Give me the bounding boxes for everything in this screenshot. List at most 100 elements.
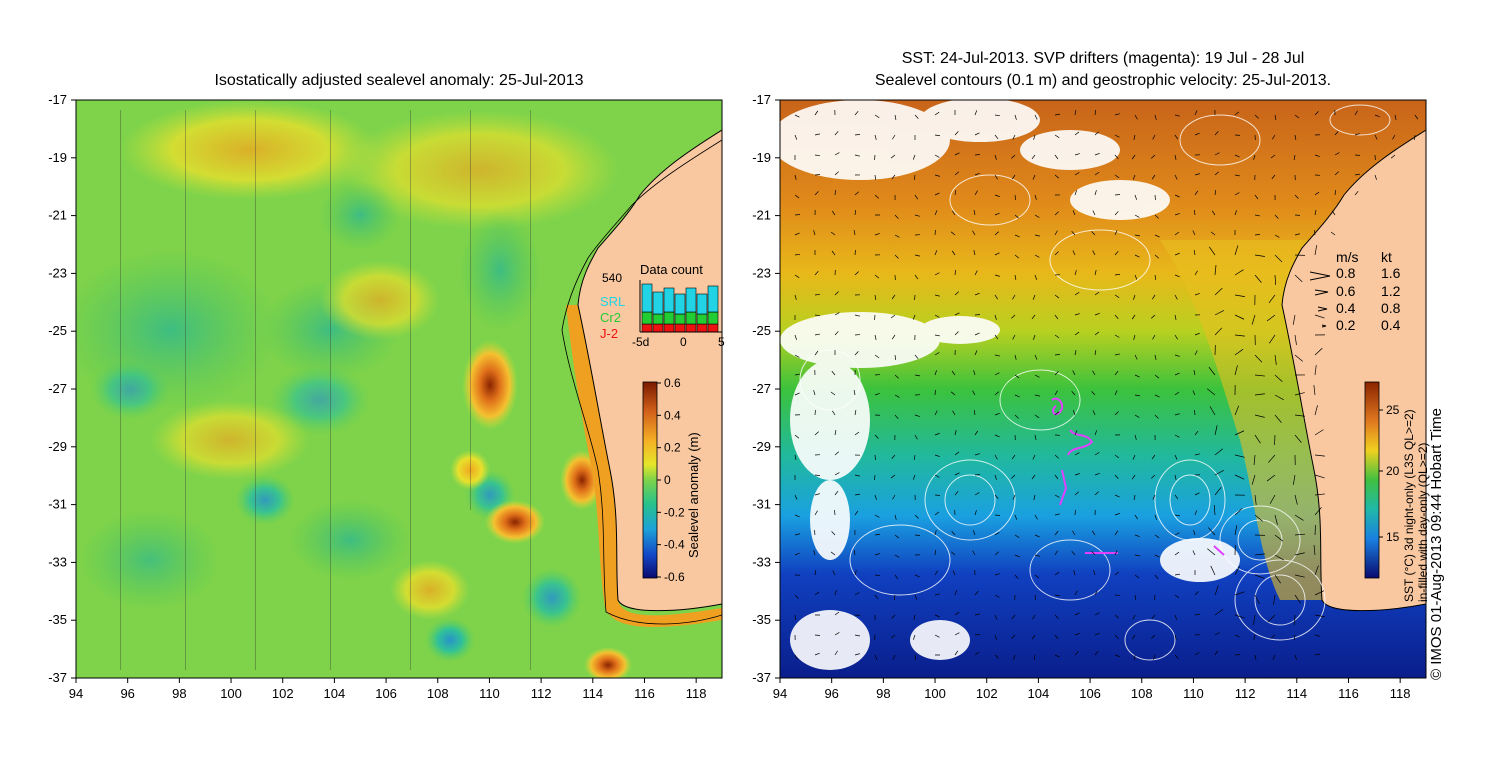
data-count-bar	[652, 323, 664, 333]
velocity-arrow	[1153, 654, 1156, 660]
velocity-arrow	[1294, 274, 1303, 283]
velocity-arrow	[854, 431, 860, 436]
velocity-arrow	[1194, 350, 1198, 356]
velocity-arrow	[1268, 294, 1276, 304]
velocity-arrow	[1194, 173, 1200, 176]
velocity-arrow	[1074, 430, 1078, 436]
velocity-arrow	[1011, 154, 1016, 159]
velocity-arrow	[1254, 214, 1260, 217]
velocity-arrow	[994, 334, 999, 340]
velocity-arrow	[1074, 331, 1080, 336]
velocity-arrow	[994, 114, 1000, 117]
velocity-arrow	[1254, 654, 1257, 660]
velocity-arrow	[1208, 366, 1216, 376]
velocity-arrow	[1074, 190, 1077, 196]
speed-arrow-0-8	[1309, 271, 1331, 281]
velocity-arrow	[1074, 131, 1080, 136]
data-count-inset: Data count 540 SRL Cr2 J-2 -5d 0 5	[600, 262, 725, 349]
velocity-arrow	[1174, 551, 1180, 556]
velocity-arrow	[952, 410, 956, 416]
velocity-arrow	[1054, 634, 1059, 640]
velocity-arrow	[1194, 132, 1200, 136]
speed-arrow-0-4	[1317, 306, 1328, 312]
velocity-arrow	[814, 634, 821, 636]
velocity-arrow	[814, 493, 820, 496]
velocity-arrow	[1134, 414, 1140, 418]
velocity-arrow	[1251, 314, 1256, 325]
velocity-arrow	[814, 591, 820, 596]
velocity-arrow	[974, 474, 981, 476]
velocity-arrow	[954, 131, 959, 136]
left-ytick-label: -23	[48, 265, 67, 280]
velocity-arrow	[1294, 654, 1297, 660]
velocity-arrow	[834, 590, 837, 596]
left-xtick-label: 110	[479, 686, 500, 701]
velocity-arrow	[974, 173, 980, 176]
velocity-arrow	[954, 171, 960, 176]
ssa-high-eddy	[462, 340, 518, 430]
velocity-arrow	[1092, 210, 1096, 216]
velocity-arrow	[1214, 287, 1223, 296]
velocity-arrow	[1014, 394, 1020, 398]
velocity-arrow	[1014, 414, 1019, 419]
velocity-arrow	[1194, 332, 1200, 336]
velocity-arrow	[934, 134, 940, 137]
velocity-arrow	[1133, 134, 1136, 140]
velocity-arrow	[1114, 294, 1120, 298]
velocity-arrow	[1314, 314, 1325, 319]
velocity-arrow	[794, 214, 801, 216]
velocity-arrow	[874, 553, 880, 556]
velocity-arrow	[1033, 494, 1036, 500]
velocity-arrow	[1114, 353, 1120, 356]
right-xtick-label: 96	[824, 686, 838, 701]
velocity-arrow	[954, 490, 959, 496]
data-count-max: 540	[602, 271, 622, 285]
velocity-arrow	[874, 514, 880, 518]
velocity-arrow	[1314, 405, 1318, 416]
velocity-arrow	[1072, 210, 1076, 216]
velocity-arrow	[1114, 530, 1119, 536]
velocity-arrow	[1194, 453, 1200, 456]
velocity-arrow	[1294, 494, 1298, 505]
velocity-arrow	[1334, 189, 1337, 196]
velocity-arrow	[1152, 494, 1156, 500]
velocity-arrow	[1210, 231, 1216, 236]
velocity-arrow	[1151, 314, 1156, 319]
ssa-anomaly-patch	[290, 500, 410, 580]
velocity-arrow	[934, 614, 940, 618]
velocity-arrow	[1214, 585, 1219, 596]
velocity-arrow	[954, 611, 960, 616]
left-ytick-label: -37	[48, 670, 67, 685]
velocity-arrow	[1294, 134, 1297, 140]
velocity-arrow	[1293, 154, 1296, 160]
data-count-bar	[685, 323, 697, 333]
velocity-arrow	[1152, 294, 1156, 300]
velocity-arrow	[1234, 192, 1240, 196]
velocity-arrow	[892, 494, 896, 500]
velocity-arrow	[1032, 174, 1036, 180]
velocity-arrow	[894, 534, 900, 539]
velocity-arrow	[1054, 571, 1060, 576]
velocity-arrow	[1031, 634, 1036, 640]
velocity-arrow	[1314, 210, 1317, 216]
velocity-arrow	[814, 333, 820, 336]
ssa-anomaly-patch	[150, 400, 310, 480]
velocity-arrow	[1174, 594, 1180, 599]
velocity-arrow	[1174, 134, 1179, 140]
velocity-arrow	[1014, 354, 1017, 360]
left-xtick-label: 98	[172, 686, 186, 701]
velocity-arrow	[1014, 234, 1020, 238]
velocity-arrow	[1094, 590, 1098, 596]
velocity-arrow	[1314, 507, 1322, 516]
speed-legend-kt-1: 1.2	[1381, 283, 1401, 299]
velocity-arrow	[1034, 114, 1038, 120]
velocity-arrow	[1174, 354, 1180, 357]
velocity-arrow	[1254, 274, 1262, 283]
velocity-arrow	[1034, 374, 1040, 378]
velocity-arrow	[854, 634, 860, 637]
velocity-arrow	[1174, 194, 1180, 198]
velocity-arrow	[1193, 250, 1196, 256]
velocity-arrow	[1094, 109, 1096, 116]
velocity-arrow	[1094, 491, 1099, 496]
velocity-arrow	[794, 533, 800, 536]
